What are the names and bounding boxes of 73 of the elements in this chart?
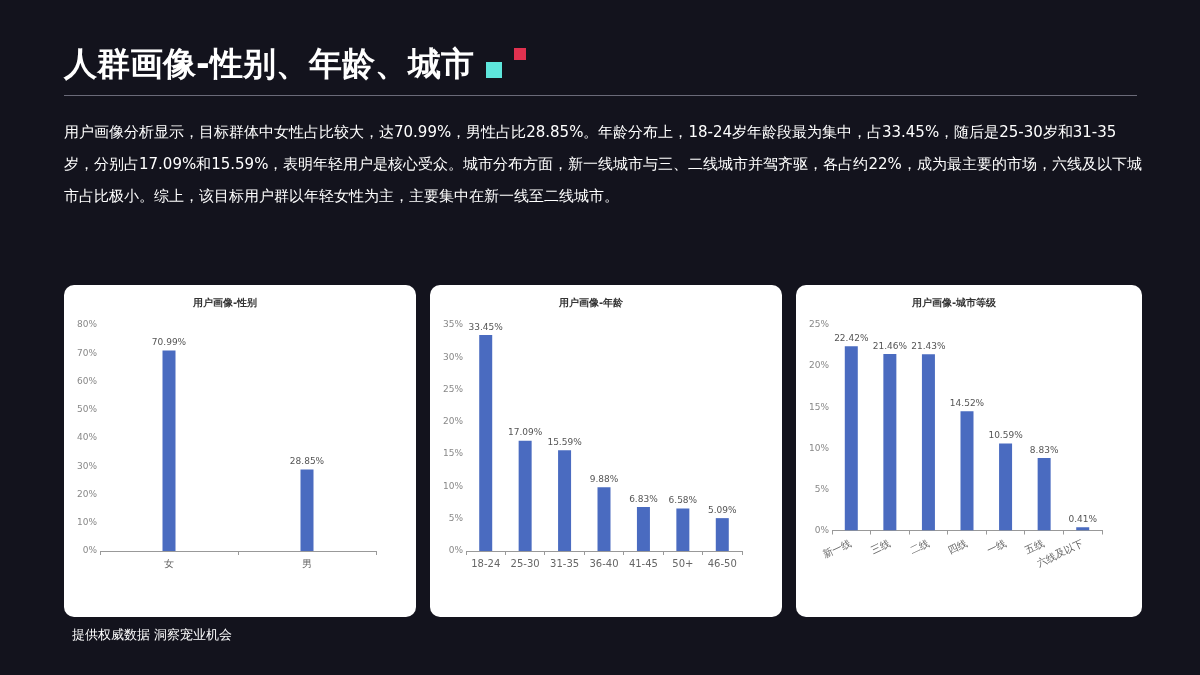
data-label: 15.59% [547, 437, 583, 448]
bar [597, 487, 611, 551]
bar [558, 450, 572, 551]
x-tick-label: 女 [164, 557, 174, 569]
y-tick-label: 30% [76, 460, 98, 471]
bar [921, 354, 935, 531]
bar [999, 443, 1013, 531]
y-tick-label: 0% [82, 545, 98, 556]
bar [715, 518, 729, 551]
y-tick-label: 10% [808, 442, 830, 453]
data-label: 22.42% [834, 333, 869, 344]
bar [518, 440, 532, 551]
x-tick-label: 31-35 [550, 557, 580, 569]
y-tick-label: 10% [442, 480, 464, 491]
bar [960, 411, 974, 531]
x-tick-label: 一线 [984, 537, 1008, 556]
x-tick-label: 五线 [1023, 537, 1047, 556]
y-tick-label: 0% [448, 545, 464, 556]
y-tick-label: 10% [76, 517, 98, 528]
y-tick-label: 25% [442, 383, 464, 394]
data-label: 21.46% [872, 340, 908, 351]
y-tick-label: 70% [76, 347, 98, 358]
x-tick-label: 男 [302, 557, 312, 569]
y-tick-label: 5% [814, 483, 830, 494]
y-tick-label: 40% [76, 432, 98, 443]
data-label: 14.52% [949, 398, 985, 408]
x-tick-label: 新一线 [821, 537, 854, 561]
y-tick-label: 30% [442, 351, 464, 362]
text: 用户画像分析显示，目标群体中女性占比较大，达70.99%，男性占比28.85%。年龄分布上，18-24岁年龄段最为集中，占33.45%，随后是25-30岁和31-35岁，分别占17.09%和15.59%，表明年轻用户是核心受众。城市分布方面，新一线城市与三、二线城市并驾齐驱，各占约22%，成为最主要的市场，六线及以下城市占比极小。综上，该目标用户群以年轻女性为主，主要集中在新一线至二线城市。 [64, 122, 1143, 207]
chart-title: 用户画像-性别 [191, 296, 258, 308]
bar [479, 335, 493, 551]
data-label: 17.09% [507, 427, 543, 438]
data-label: 0.41% [1068, 513, 1098, 524]
y-tick-label: 15% [808, 401, 830, 412]
x-tick-label: 二线 [907, 537, 931, 556]
y-tick-label: 5% [448, 513, 464, 524]
x-tick-label: 41-45 [628, 557, 658, 569]
chart-title: 用户画像-城市等级 [910, 296, 998, 308]
data-label: 5.09% [707, 504, 738, 515]
x-tick-label: 46-50 [707, 557, 737, 569]
data-label: 6.83% [629, 493, 659, 504]
y-tick-label: 0% [814, 524, 830, 535]
chart-title: 用户画像-年龄 [557, 296, 625, 308]
y-tick-label: 80% [76, 319, 98, 330]
y-tick-label: 15% [442, 448, 464, 459]
y-tick-label: 20% [442, 416, 464, 427]
bar [636, 506, 650, 551]
data-label: 33.45% [468, 321, 504, 332]
text: 人群画像-性别、年龄、城市 [64, 43, 474, 85]
x-tick-label: 三线 [869, 537, 892, 556]
y-tick-label: 50% [76, 404, 98, 415]
x-tick-label: 四线 [946, 537, 969, 556]
data-label: 70.99% [151, 337, 187, 348]
data-label: 6.58% [668, 495, 698, 506]
y-tick-label: 20% [76, 488, 98, 499]
y-tick-label: 25% [808, 319, 830, 330]
bar [676, 508, 690, 551]
data-label: 9.88% [589, 474, 619, 485]
bar [844, 346, 858, 531]
x-tick-label: 18-24 [471, 557, 501, 569]
y-tick-label: 35% [442, 319, 464, 330]
x-tick-label: 50+ [672, 557, 694, 569]
text: 提供权威数据 洞察宠业机会 [72, 626, 233, 644]
data-label: 21.43% [911, 341, 947, 352]
x-tick-label: 36-40 [589, 557, 619, 569]
x-tick-label: 25-30 [510, 557, 540, 569]
y-tick-label: 20% [808, 360, 830, 371]
bar [1037, 457, 1051, 531]
data-label: 28.85% [289, 456, 325, 467]
y-tick-label: 60% [76, 375, 98, 386]
data-label: 8.83% [1029, 444, 1059, 455]
data-label: 10.59% [988, 430, 1024, 441]
bar [883, 354, 897, 531]
